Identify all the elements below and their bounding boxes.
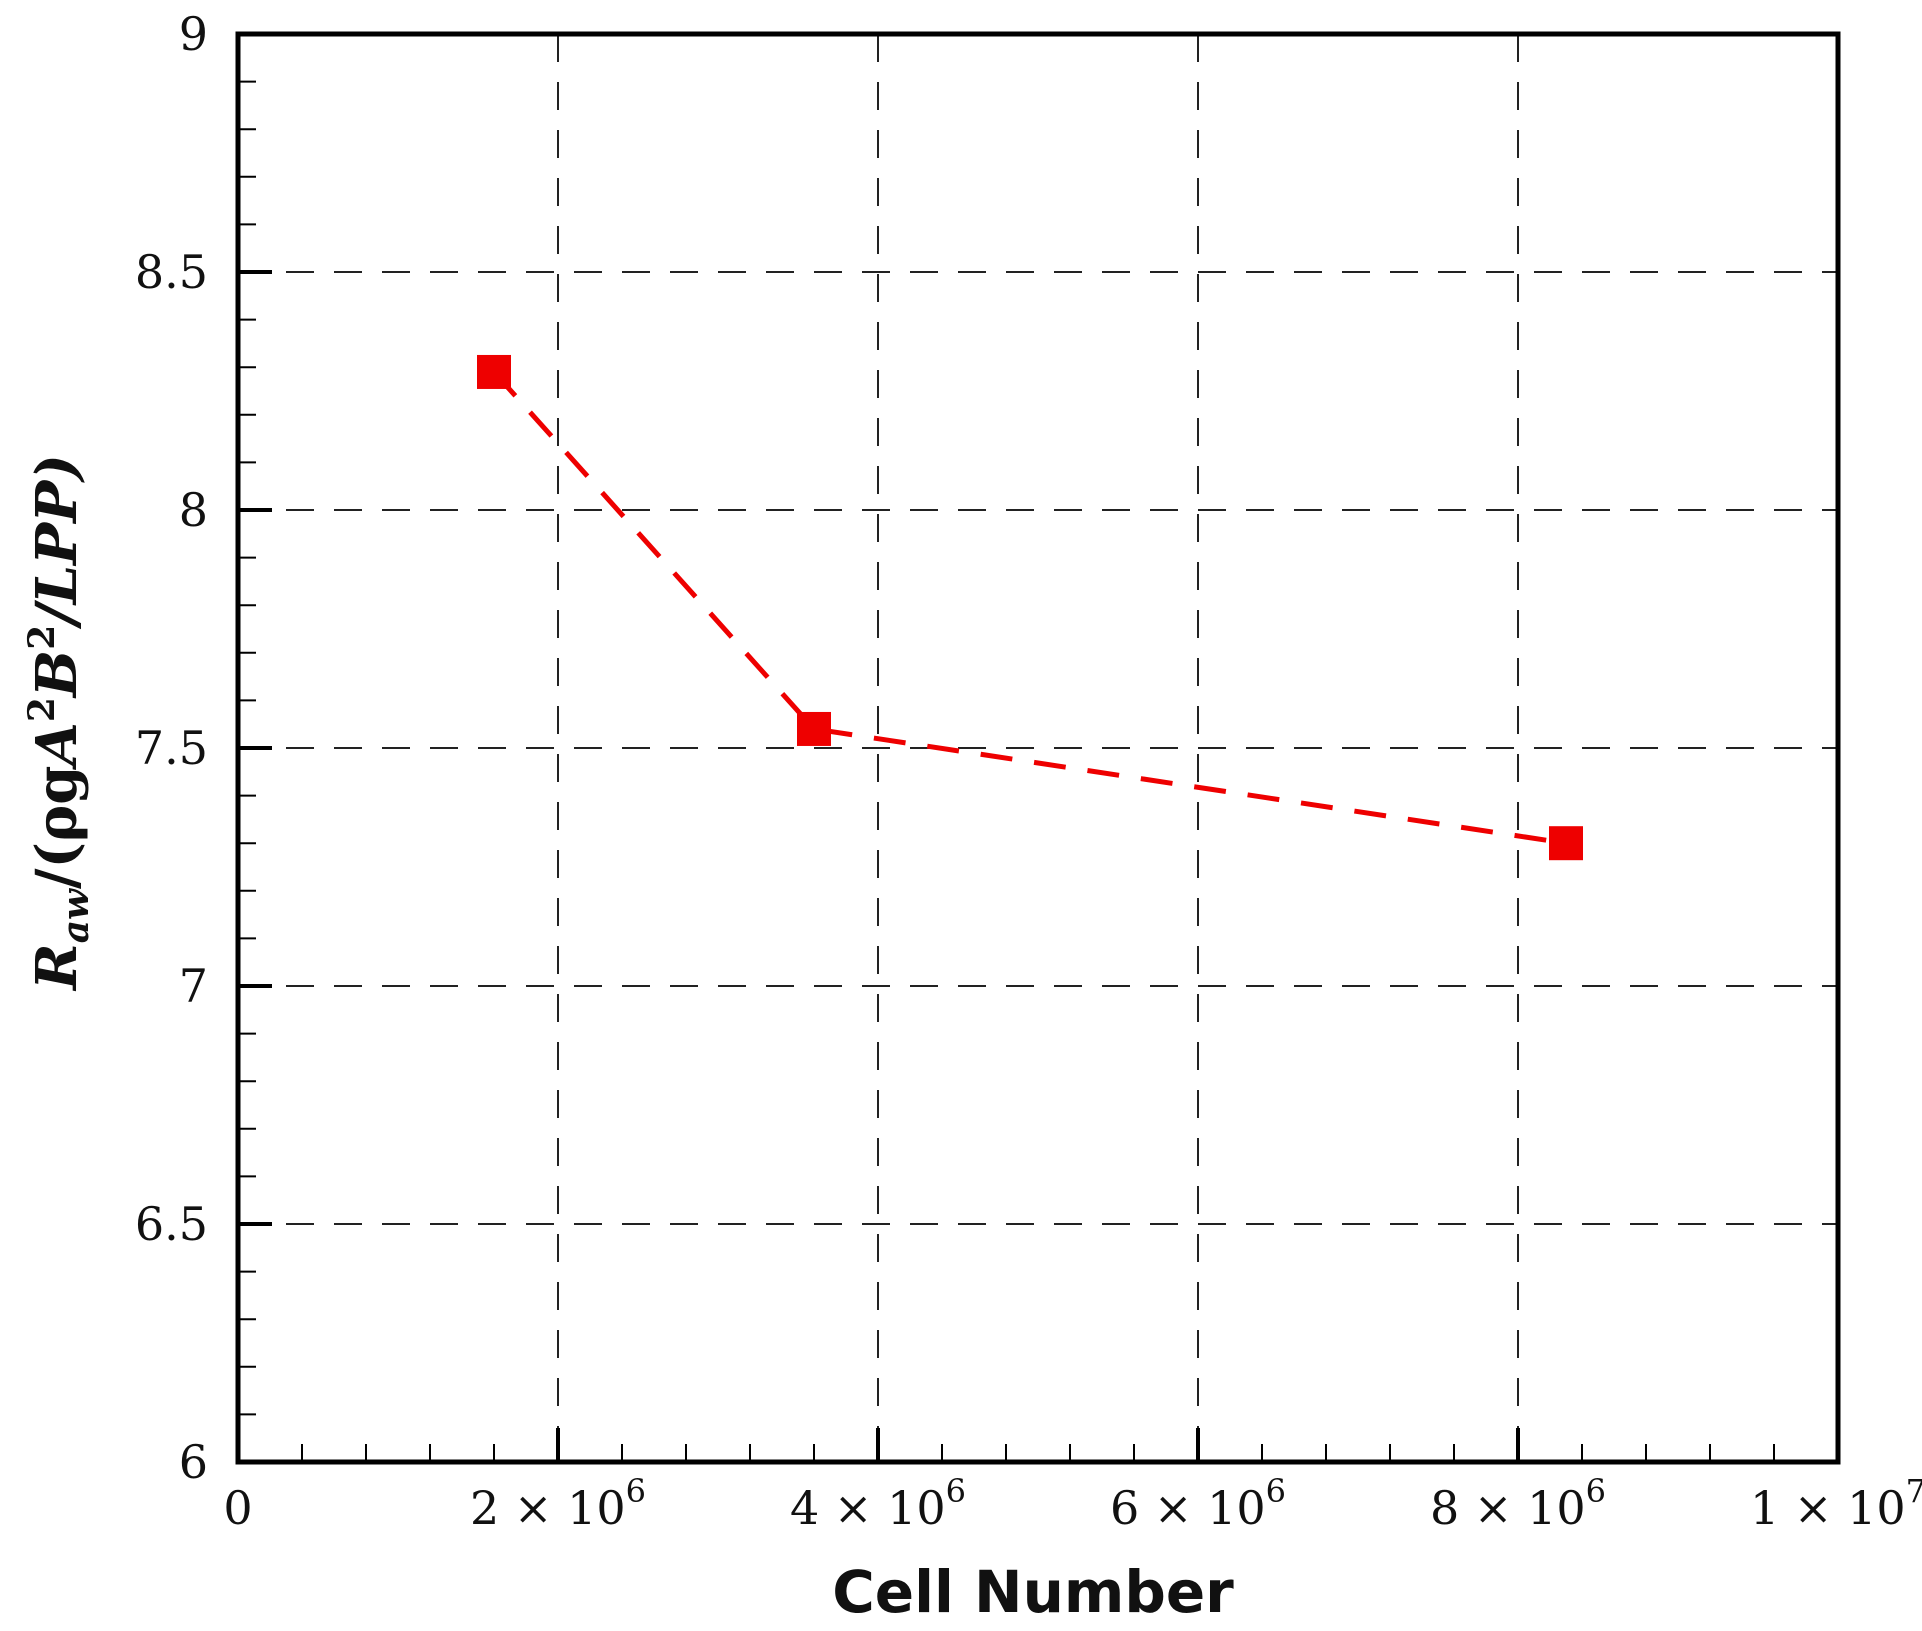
x-axis-label: Cell Number [832, 1558, 1234, 1626]
ylabel-b-sup: 2 [21, 625, 63, 650]
data-series [477, 354, 1583, 861]
x-tick-label: 8 × 106 [1430, 1472, 1606, 1535]
y-tick-label: 6 [179, 1435, 208, 1489]
grid-lines [238, 34, 1838, 1462]
ylabel-a: A [24, 722, 90, 770]
ylabel-r-sub: aw [55, 887, 97, 943]
x-tick-labels: 0 2 × 106 4 × 106 6 × 106 8 × 106 1 × 107 [223, 1472, 1922, 1535]
ylabel-r: R [24, 943, 90, 992]
ylabel-open: /(ρg [24, 766, 90, 889]
ylabel-a-sup: 2 [21, 697, 63, 722]
data-point-marker [477, 354, 511, 389]
y-tick-labels: 6 6.5 7 7.5 8 8.5 9 [135, 7, 208, 1489]
x-tick-label: 2 × 106 [470, 1472, 646, 1535]
y-tick-label: 7 [179, 959, 208, 1013]
x-tick-label: 4 × 106 [790, 1472, 966, 1535]
minor-ticks [238, 80, 1775, 1462]
plot-frame [235, 31, 1841, 1465]
x-tick-label: 0 [223, 1481, 252, 1535]
ylabel-b: B [24, 650, 90, 699]
y-axis-label: Raw/(ρgA2B2/LPP) [21, 454, 97, 992]
y-tick-label: 6.5 [135, 1197, 208, 1251]
y-tick-label: 7.5 [135, 721, 208, 775]
data-point-marker [1549, 826, 1583, 861]
ylabel-close: /LPP) [24, 454, 90, 630]
y-tick-label: 9 [179, 7, 208, 61]
y-tick-label: 8 [179, 483, 208, 537]
y-tick-label: 8.5 [135, 245, 208, 299]
x-tick-label: 6 × 106 [1110, 1472, 1286, 1535]
x-tick-label: 1 × 107 [1750, 1472, 1922, 1535]
data-point-marker [797, 711, 831, 746]
series-line [492, 370, 1567, 846]
